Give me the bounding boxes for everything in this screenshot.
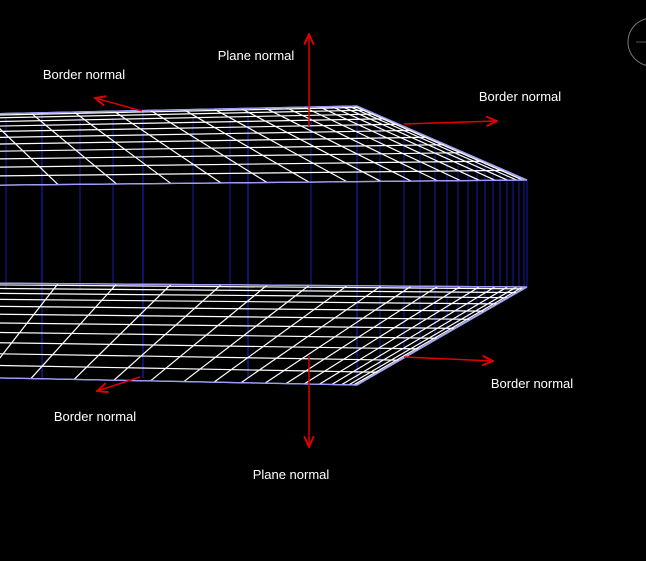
grid-line bbox=[0, 123, 399, 132]
grid-line bbox=[0, 144, 446, 152]
grid-line bbox=[0, 353, 401, 361]
grid-line bbox=[0, 136, 429, 145]
grid-line bbox=[0, 109, 367, 119]
top-plane-normal-label: Plane normal bbox=[218, 48, 295, 63]
grid-line bbox=[319, 286, 480, 385]
bottom-right-border-normal-arrow bbox=[403, 357, 493, 361]
grid-line bbox=[0, 305, 486, 312]
grid-line bbox=[0, 152, 465, 160]
grid-line bbox=[0, 118, 387, 127]
grid-line bbox=[0, 283, 59, 359]
plane-edge bbox=[0, 282, 528, 288]
grid-line bbox=[0, 287, 518, 294]
grid-line bbox=[0, 364, 380, 373]
bottom-left-border-normal-label: Border normal bbox=[54, 409, 136, 424]
top-right-border-normal-arrow bbox=[403, 121, 497, 124]
bottom-right-border-normal-label: Border normal bbox=[491, 376, 573, 391]
grid-line bbox=[0, 284, 524, 290]
grid-line bbox=[264, 107, 412, 182]
grid-line bbox=[0, 342, 420, 350]
top-left-border-normal-arrow bbox=[95, 98, 143, 112]
grid-line bbox=[0, 169, 505, 177]
grid-line bbox=[319, 106, 480, 182]
grid-line bbox=[341, 286, 508, 386]
grid-line bbox=[0, 298, 498, 305]
grid-line bbox=[0, 313, 471, 320]
plane-connectors bbox=[5, 112, 528, 378]
grid-line bbox=[341, 105, 508, 181]
plane-edge bbox=[356, 105, 528, 181]
grid-line bbox=[213, 285, 348, 383]
grid-line bbox=[264, 285, 412, 384]
bottom-plane-normal-label: Plane normal bbox=[253, 467, 330, 482]
bottom-plane-grid bbox=[0, 282, 528, 386]
grid-line bbox=[0, 128, 59, 185]
plane-edge bbox=[0, 179, 528, 186]
grid-line bbox=[0, 129, 414, 138]
grid-line bbox=[0, 292, 509, 299]
plane-edge bbox=[356, 286, 528, 386]
grid-line bbox=[353, 286, 524, 386]
grid-line bbox=[73, 283, 172, 380]
top-right-border-normal-label: Border normal bbox=[479, 89, 561, 104]
grid-line bbox=[348, 105, 517, 181]
grid-line bbox=[150, 284, 268, 382]
orientation-gizmo-arc bbox=[627, 18, 646, 66]
top-plane-grid bbox=[0, 105, 528, 186]
normal-arrows bbox=[95, 34, 497, 447]
top-left-border-normal-label: Border normal bbox=[43, 67, 125, 82]
grid-line bbox=[353, 105, 524, 181]
grid-line bbox=[0, 106, 361, 116]
bottom-left-border-normal-arrow bbox=[97, 376, 141, 391]
grid-line bbox=[0, 322, 456, 329]
grid-line bbox=[348, 286, 517, 386]
plane-edge bbox=[0, 377, 358, 386]
grid-line bbox=[0, 331, 439, 339]
grid-line bbox=[0, 160, 484, 168]
grid-line bbox=[30, 283, 118, 379]
plane-edge bbox=[0, 105, 358, 115]
grid-line bbox=[0, 113, 376, 123]
